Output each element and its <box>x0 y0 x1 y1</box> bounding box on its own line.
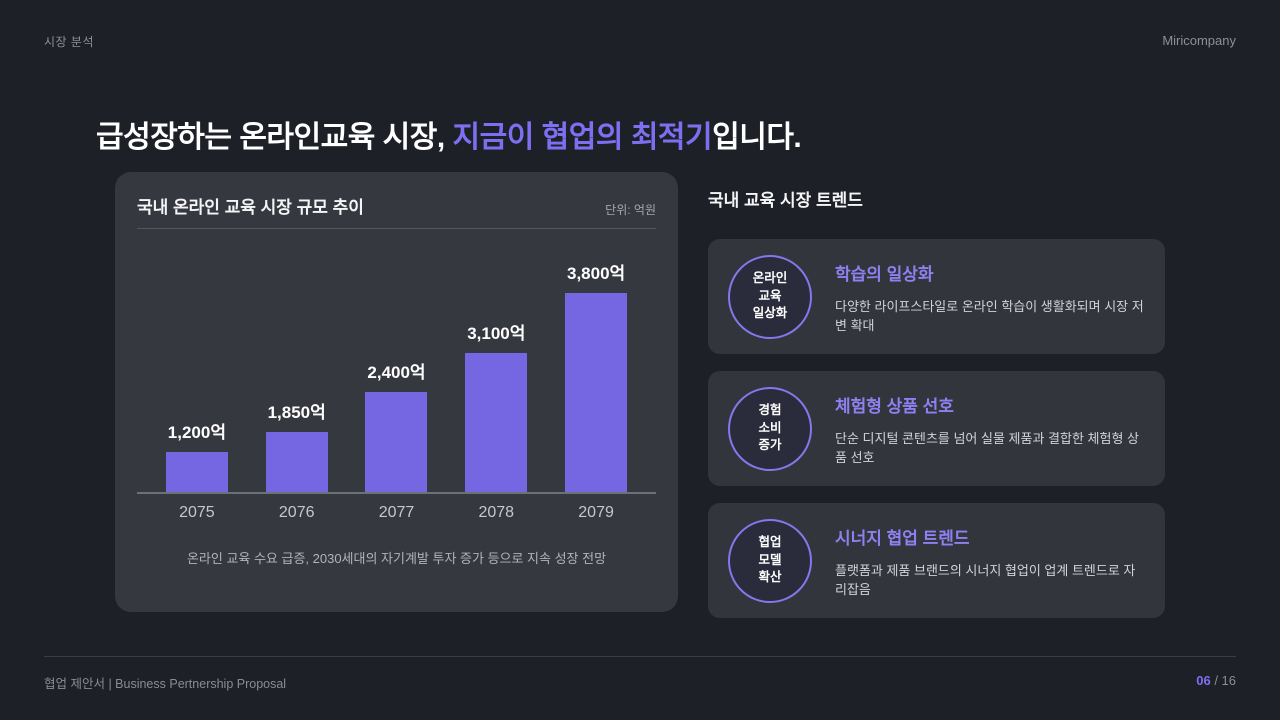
bar-category-label: 2076 <box>278 504 315 521</box>
bar-value-label: 3,800억 <box>566 264 626 283</box>
trends-heading: 국내 교육 시장 트렌드 <box>708 191 863 210</box>
trend-title: 시너지 협업 트렌드 <box>835 528 970 548</box>
bar-chart-plot: 1,200억 1,850억 2,400억 3,100억 3,800억 <box>137 229 656 494</box>
bar-category-label: 2078 <box>478 504 515 521</box>
chart-header: 국내 온라인 교육 시장 규모 추이 단위: 억원 <box>137 196 656 228</box>
bar-chart-x-axis-labels: 2075 2076 2077 2078 2079 <box>137 504 656 522</box>
slide-title-highlight: 지금이 협업의 최적기 <box>452 121 713 155</box>
chart-unit-label: 단위: 억원 <box>605 203 656 217</box>
slide-title: 급성장하는 온라인교육 시장, 지금이 협업의 최적기입니다. <box>96 112 802 156</box>
trend-badge-line: 일상화 <box>752 306 788 321</box>
bar-column: 2,400억 <box>347 229 447 492</box>
bar-column: 3,800억 <box>546 229 646 492</box>
bar <box>165 452 228 492</box>
bar-value-label: 2,400억 <box>367 363 426 382</box>
footer-page-indicator: 06 / 16 <box>1196 673 1236 688</box>
footer-divider <box>44 656 1236 657</box>
bar-value-label: 1,200억 <box>167 423 226 442</box>
bar-category-label: 2079 <box>578 504 614 521</box>
bar-column: 1,850억 <box>247 229 347 492</box>
trend-badge-line: 증가 <box>758 438 782 453</box>
trend-title: 체험형 상품 선호 <box>835 396 954 416</box>
trend-badge-line: 협업 <box>758 534 782 549</box>
bar-category-label: 2075 <box>179 504 215 521</box>
trend-badge-line: 온라인 <box>752 270 788 285</box>
footer-page-total: / 16 <box>1210 673 1236 688</box>
chart-title: 국내 온라인 교육 시장 규모 추이 <box>137 198 364 217</box>
bar <box>365 392 428 492</box>
trend-badge-line: 소비 <box>758 420 782 435</box>
market-size-chart-card: 국내 온라인 교육 시장 규모 추이 단위: 억원 1,200억 1,850억 2,… <box>115 172 678 612</box>
trend-title: 학습의 일상화 <box>835 264 934 284</box>
chart-header-divider <box>137 228 656 229</box>
trend-badge-line: 확산 <box>758 570 782 585</box>
footer-page-current: 06 <box>1196 673 1211 688</box>
bar-value-label: 1,850억 <box>267 403 326 422</box>
chart-caption: 온라인 교육 수요 급증, 2030세대의 자기계발 투자 증가 등으로 지속 … <box>186 551 607 566</box>
bar <box>565 293 628 492</box>
slide-title-pre: 급성장하는 온라인교육 시장, <box>96 121 453 155</box>
bar <box>265 432 328 492</box>
trend-description: 단순 디지털 콘텐츠를 넘어 실물 제품과 결합한 체험형 상품 선호 <box>835 430 1139 465</box>
company-logo-text: Miricompany <box>1162 33 1236 48</box>
bar-category-label: 2077 <box>378 504 415 521</box>
trend-badge-line: 모델 <box>758 552 782 567</box>
trend-description: 다양한 라이프스타일로 온라인 학습이 생활화되며 시장 저변 확대 <box>835 298 1144 333</box>
trend-badge-line: 교육 <box>758 288 782 303</box>
slide-section-label: 시장 분석 <box>44 35 94 49</box>
bar-column: 1,200억 <box>147 229 247 492</box>
bar <box>465 353 528 492</box>
trend-description: 플랫폼과 제품 브랜드의 시너지 협업이 업계 트렌드로 자리잡음 <box>835 562 1136 597</box>
bar-column: 3,100억 <box>446 229 546 492</box>
footer-document-title: 협업 제안서 | Business Pertnership Proposal <box>44 677 287 691</box>
slide-title-post: 입니다. <box>712 121 802 155</box>
trend-badge-line: 경험 <box>758 402 782 417</box>
bar-value-label: 3,100억 <box>467 324 526 343</box>
